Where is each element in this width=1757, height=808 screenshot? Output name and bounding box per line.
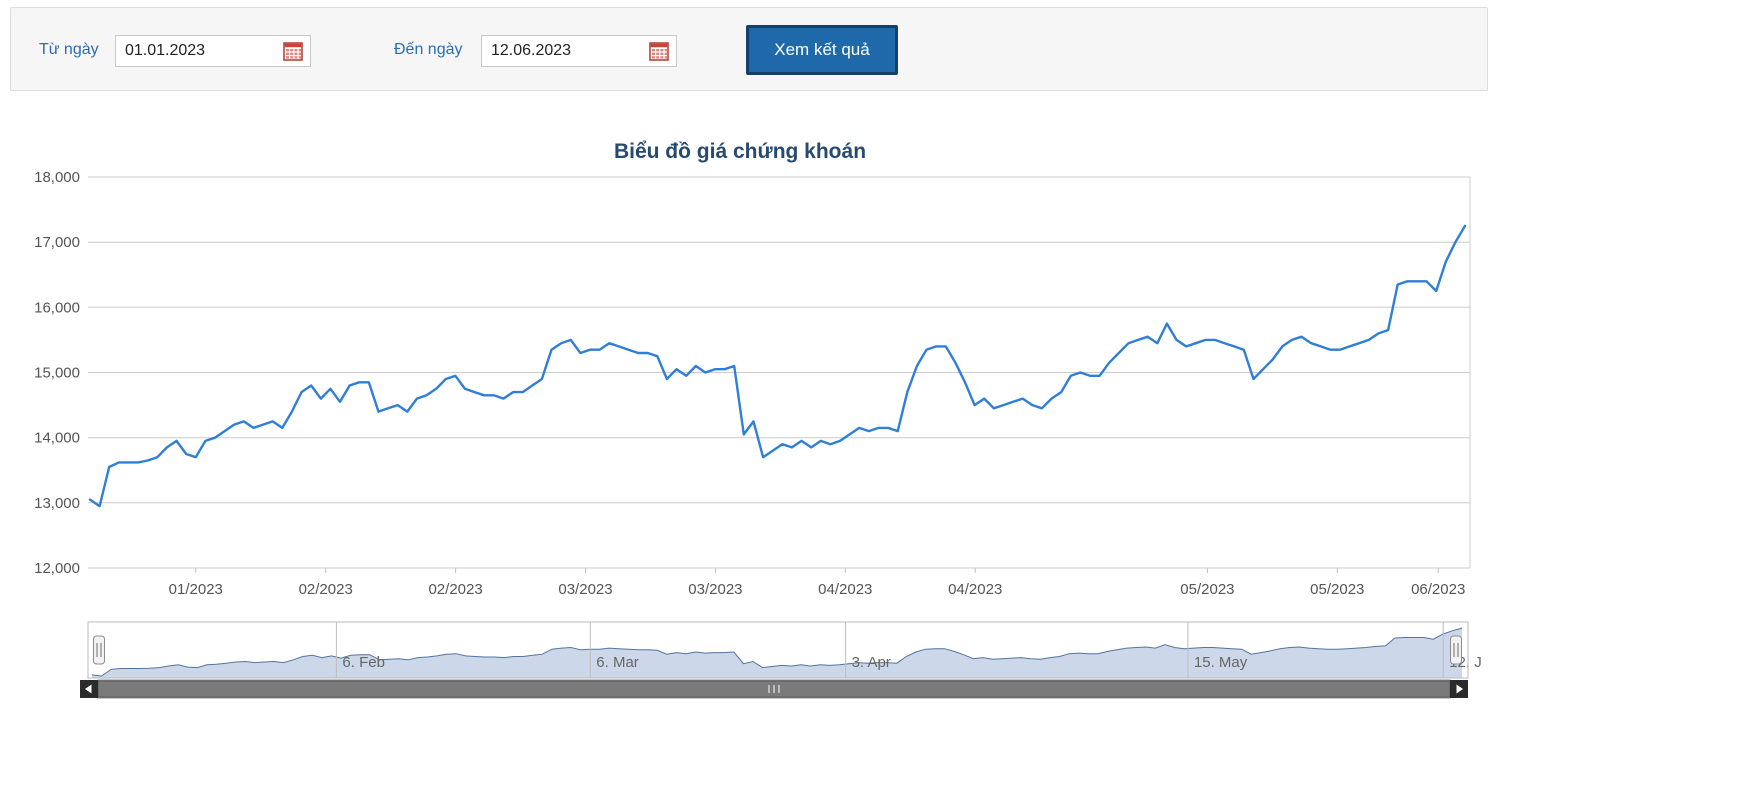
x-axis-label: 02/2023 xyxy=(428,581,482,598)
from-date-field xyxy=(115,35,311,67)
stock-price-chart[interactable]: 12,000 13,000 14,000 15,000 16,000 17,000 18,0… xyxy=(0,170,1757,730)
chart-title: Biểu đồ giá chứng khoán xyxy=(613,140,867,163)
y-axis-label: 16,000 xyxy=(34,299,80,316)
y-axis-label: 13,000 xyxy=(34,495,80,512)
navigator-label: 6. Feb xyxy=(342,654,385,671)
filter-bar: Từ ngày Đến ngày xyxy=(10,7,1488,91)
price-line-series xyxy=(88,224,1467,508)
from-date-input[interactable] xyxy=(116,36,310,66)
left-arrow-icon xyxy=(85,684,92,694)
view-results-button[interactable]: Xem kết quả xyxy=(746,25,898,75)
x-axis-label: 03/2023 xyxy=(688,581,742,598)
navigator-right-handle[interactable] xyxy=(1450,635,1462,665)
x-axis-label: 02/2023 xyxy=(299,581,353,598)
right-arrow-icon xyxy=(1456,684,1463,694)
x-axis-label: 05/2023 xyxy=(1310,581,1364,598)
navigator-outline xyxy=(87,621,1469,679)
x-axis-label: 05/2023 xyxy=(1180,581,1234,598)
navigator-area-series xyxy=(92,628,1462,678)
calendar-icon[interactable] xyxy=(283,41,303,61)
x-axis-label: 03/2023 xyxy=(558,581,612,598)
y-axis-label: 18,000 xyxy=(34,170,80,186)
to-date-input[interactable] xyxy=(482,36,676,66)
navigator-label: 6. Mar xyxy=(596,654,639,671)
to-date-label: Đến ngày xyxy=(394,41,463,58)
navigator-label: 15. May xyxy=(1194,654,1248,671)
navigator-line xyxy=(91,627,1463,677)
to-date-field xyxy=(481,35,677,67)
x-axis-label: 04/2023 xyxy=(818,581,872,598)
y-axis-label: 12,000 xyxy=(34,560,80,577)
from-date-label: Từ ngày xyxy=(39,41,99,58)
x-axis-label: 01/2023 xyxy=(169,581,223,598)
navigator-label: 3. Apr xyxy=(852,654,891,671)
y-axis-label: 14,000 xyxy=(34,430,80,447)
x-axis-label: 04/2023 xyxy=(948,581,1002,598)
x-axis-label: 06/2023 xyxy=(1411,581,1465,598)
navigator-left-handle[interactable] xyxy=(93,635,105,665)
calendar-icon[interactable] xyxy=(649,41,669,61)
y-axis-label: 15,000 xyxy=(34,365,80,382)
y-axis-label: 17,000 xyxy=(34,234,80,251)
